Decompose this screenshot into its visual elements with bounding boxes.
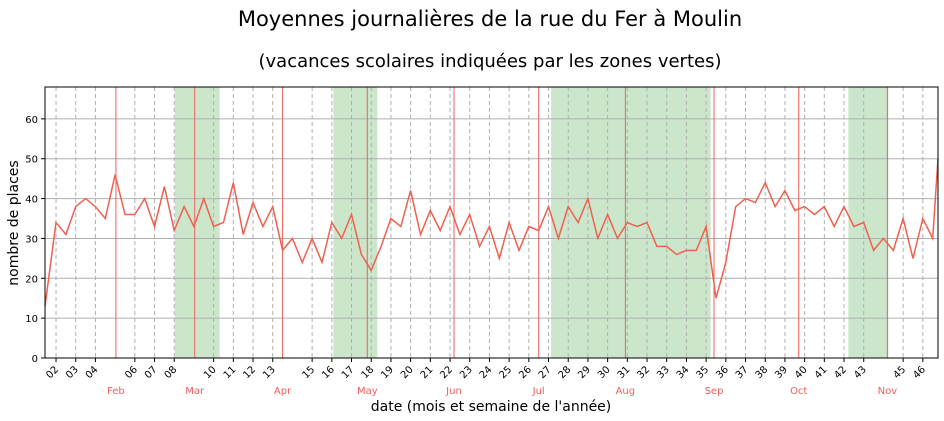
y-tick-label: 10 — [25, 314, 38, 325]
x-tick-label: 46 — [911, 364, 928, 381]
x-tick-label: 38 — [754, 364, 771, 381]
x-tick-label: 34 — [675, 364, 692, 381]
y-axis-label: nombre de places — [6, 160, 22, 285]
x-tick-label: 45 — [891, 364, 908, 381]
y-tick-label: 30 — [25, 234, 38, 245]
y-tick-label: 20 — [25, 274, 38, 285]
x-tick-label: 29 — [576, 364, 593, 381]
x-tick-label: 03 — [64, 364, 81, 381]
x-tick-label: 35 — [694, 364, 711, 381]
x-tick-label: 31 — [616, 364, 633, 381]
x-tick-label: 11 — [222, 364, 239, 381]
month-label: Sep — [705, 386, 724, 397]
plot-frame — [44, 86, 939, 359]
x-tick-label: 22 — [438, 364, 455, 381]
month-label: Feb — [107, 386, 125, 397]
chart-title: Moyennes journalières de la rue du Fer à… — [238, 7, 742, 31]
x-tick-label: 42 — [832, 364, 849, 381]
x-tick-label: 41 — [813, 364, 830, 381]
month-label: Jul — [532, 386, 545, 397]
x-tick-label: 27 — [537, 364, 554, 381]
x-tick-label: 37 — [734, 364, 751, 381]
x-tick-label: 17 — [340, 364, 357, 381]
x-tick-label: 06 — [123, 364, 140, 381]
x-tick-label: 08 — [163, 364, 180, 381]
x-tick-label: 02 — [44, 364, 61, 381]
y-tick-label: 0 — [32, 354, 38, 365]
x-tick-label: 13 — [261, 364, 278, 381]
y-tick-label: 40 — [25, 195, 38, 206]
holiday-zone — [848, 87, 889, 358]
x-tick-label: 16 — [320, 364, 337, 381]
month-label: Apr — [274, 386, 292, 397]
y-tick-label: 50 — [25, 155, 38, 166]
x-tick-label: 07 — [143, 364, 160, 381]
x-tick-label: 32 — [635, 364, 652, 381]
x-tick-label: 21 — [419, 364, 436, 381]
x-tick-label: 24 — [478, 364, 495, 381]
x-tick-label: 15 — [300, 364, 317, 381]
x-axis-label: date (mois et semaine de l'année) — [371, 399, 612, 415]
y-tick-label: 60 — [25, 115, 38, 126]
x-tick-label: 23 — [458, 364, 475, 381]
x-tick-label: 40 — [793, 364, 810, 381]
x-tick-label: 36 — [714, 364, 731, 381]
month-label: Nov — [878, 386, 898, 397]
x-tick-label: 25 — [497, 364, 514, 381]
x-tick-label: 12 — [241, 364, 258, 381]
x-tick-label: 43 — [852, 364, 869, 381]
data-line — [44, 158, 939, 307]
month-label: Aug — [616, 386, 636, 397]
month-label: May — [357, 386, 378, 397]
x-tick-label: 10 — [202, 364, 219, 381]
x-tick-label: 04 — [84, 364, 101, 381]
x-tick-label: 20 — [399, 364, 416, 381]
month-label: Jun — [445, 386, 462, 397]
month-label: Oct — [790, 386, 807, 397]
x-tick-label: 30 — [596, 364, 613, 381]
x-tick-label: 19 — [379, 364, 396, 381]
x-tick-label: 18 — [360, 364, 377, 381]
month-label: Mar — [185, 386, 205, 397]
x-tick-label: 39 — [773, 364, 790, 381]
holiday-zone — [333, 87, 378, 358]
chart-subtitle: (vacances scolaires indiquées par les zo… — [259, 51, 722, 72]
x-tick-label: 33 — [655, 364, 672, 381]
x-tick-label: 28 — [557, 364, 574, 381]
x-tick-label: 26 — [517, 364, 534, 381]
holiday-zone — [174, 87, 220, 358]
